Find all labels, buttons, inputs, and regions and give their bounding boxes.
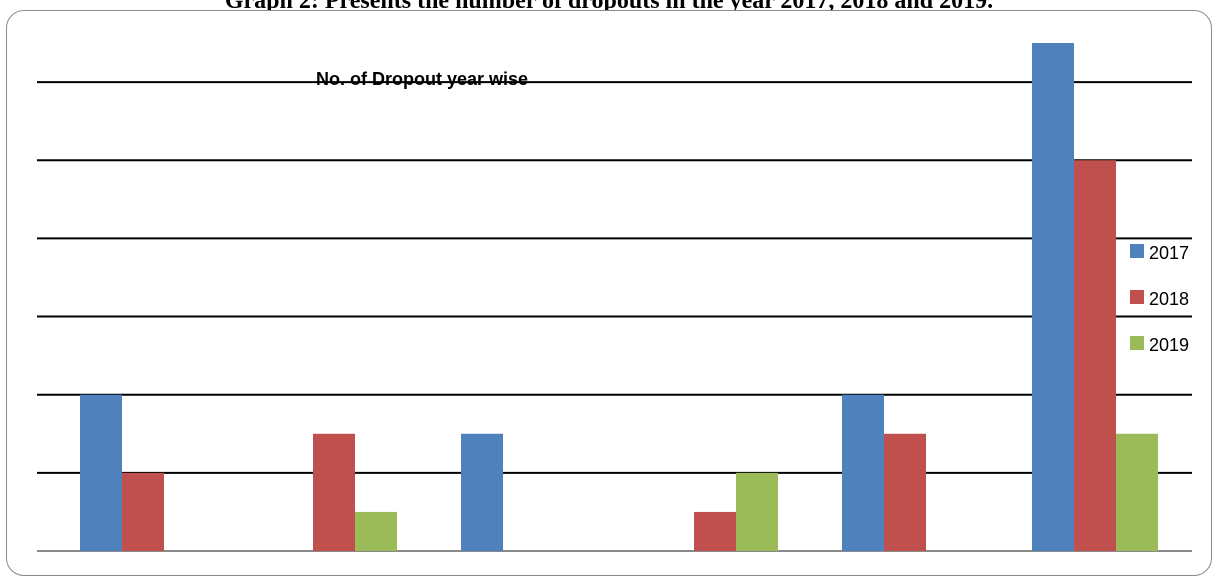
bar-2018-cat4: [694, 511, 736, 551]
bar-2017-cat3: [461, 433, 503, 551]
chart-title: No. of Dropout year wise: [316, 69, 528, 89]
bar-2018-cat6: [1074, 160, 1116, 551]
bar-2017-cat1: [80, 394, 122, 551]
legend-label-2018: 2018: [1149, 289, 1189, 309]
bar-2018-cat2: [313, 433, 355, 551]
gridlines: [37, 81, 1192, 552]
bar-2019-cat6: [1116, 433, 1158, 551]
bars: [80, 43, 1158, 551]
legend-swatch-2019: [1130, 336, 1144, 350]
legend-label-2019: 2019: [1149, 335, 1189, 355]
legend-swatch-2018: [1130, 290, 1144, 304]
bar-2017-cat5: [842, 394, 884, 551]
chart-frame: [6, 10, 1212, 576]
bar-2019-cat2: [355, 511, 397, 551]
bar-2019-cat4: [736, 472, 778, 551]
legend: 2017 2018 2019: [1130, 243, 1189, 355]
bar-2018-cat1: [122, 472, 164, 551]
bar-2017-cat6: [1032, 43, 1074, 551]
bar-2018-cat5: [884, 433, 926, 551]
legend-label-2017: 2017: [1149, 243, 1189, 263]
legend-swatch-2017: [1130, 244, 1144, 258]
